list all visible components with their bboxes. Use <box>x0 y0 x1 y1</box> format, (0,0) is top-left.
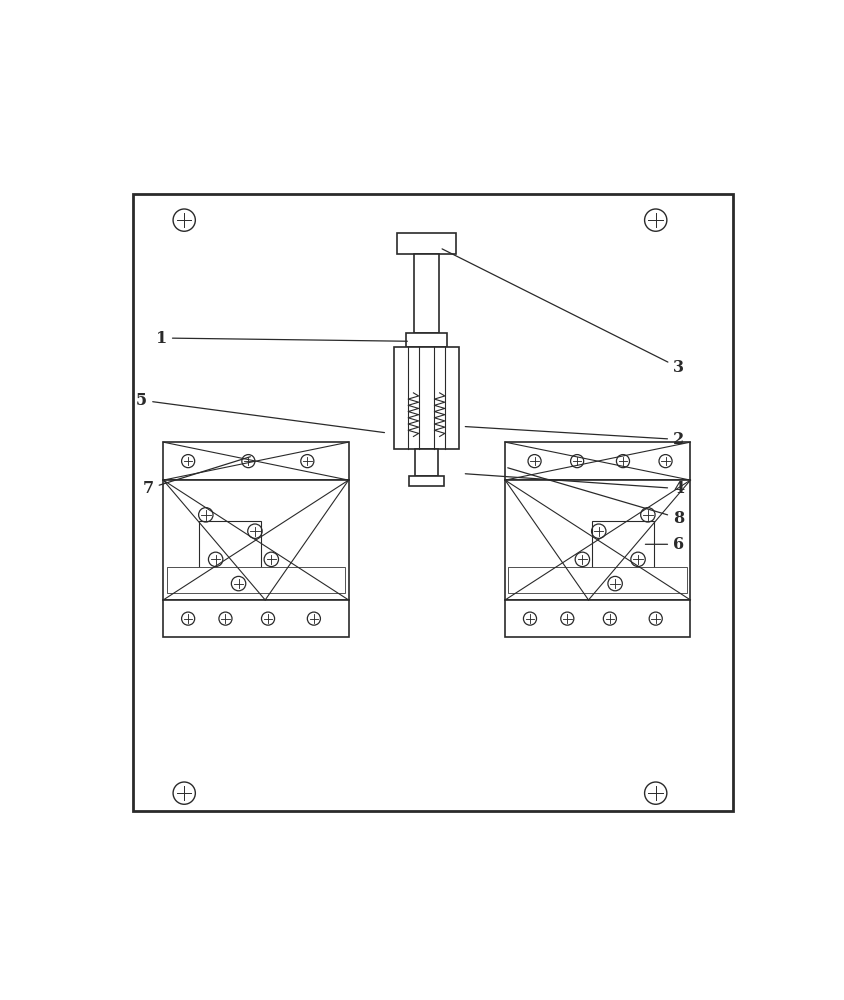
Bar <box>166 567 345 593</box>
Text: 2: 2 <box>465 427 684 448</box>
Bar <box>163 442 349 480</box>
Bar <box>163 600 349 637</box>
Bar <box>505 442 690 480</box>
Bar <box>163 480 349 600</box>
Text: 6: 6 <box>645 536 684 553</box>
Bar <box>592 521 653 569</box>
Bar <box>409 476 443 486</box>
Bar <box>414 254 438 333</box>
Text: 1: 1 <box>155 330 407 347</box>
Text: 7: 7 <box>143 457 250 497</box>
Bar <box>406 333 446 347</box>
Bar <box>505 480 690 600</box>
Text: 8: 8 <box>507 468 684 527</box>
Bar <box>508 567 686 593</box>
Bar <box>166 567 345 593</box>
Bar <box>414 449 438 476</box>
Bar <box>397 233 456 254</box>
Bar <box>505 600 690 637</box>
Text: 4: 4 <box>465 474 684 497</box>
Bar <box>199 521 261 569</box>
Text: 5: 5 <box>136 392 384 433</box>
Bar <box>393 347 459 449</box>
Bar <box>508 567 686 593</box>
Text: 3: 3 <box>441 249 684 376</box>
